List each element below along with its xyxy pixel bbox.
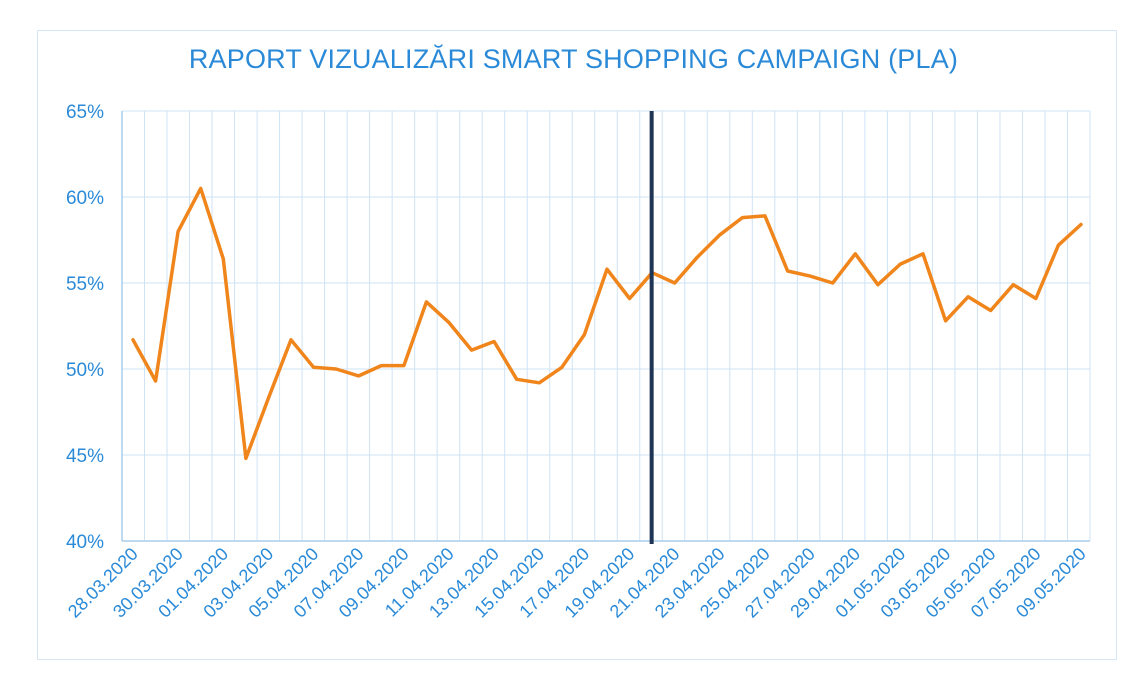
data-point — [199, 187, 202, 190]
data-point — [989, 309, 992, 312]
grid-layer — [121, 110, 1091, 542]
data-point — [334, 367, 338, 371]
data-point — [876, 283, 880, 286]
data-point — [515, 378, 518, 381]
data-point — [763, 214, 767, 218]
data-point — [312, 366, 315, 369]
axis-layer — [121, 111, 1090, 542]
data-point — [1012, 283, 1015, 286]
data-point — [244, 457, 248, 460]
data-point — [944, 319, 947, 323]
data-point — [131, 338, 135, 341]
chart-title: RAPORT VIZUALIZĂRI SMART SHOPPING CAMPAI… — [188, 44, 959, 74]
data-point — [605, 268, 609, 271]
data-point — [402, 364, 406, 367]
label-layer: 40%45%50%55%60%65%28.03.202030.03.202001… — [64, 102, 1090, 622]
data-point — [538, 381, 541, 384]
data-point — [222, 257, 225, 261]
y-tick-label: 55% — [66, 274, 104, 295]
data-point — [492, 340, 496, 343]
data-point — [696, 256, 699, 259]
data-point — [899, 262, 902, 266]
data-point — [921, 252, 925, 255]
data-point — [1079, 223, 1083, 226]
y-tick-label: 65% — [66, 102, 104, 123]
data-point — [583, 333, 586, 336]
y-tick-label: 60% — [66, 188, 104, 209]
data-point — [289, 338, 293, 341]
data-point — [808, 274, 812, 278]
data-point — [154, 379, 157, 383]
data-point — [1057, 243, 1060, 247]
data-point — [854, 252, 857, 255]
series-line — [131, 186, 1083, 461]
data-point — [628, 297, 631, 300]
data-point — [741, 216, 744, 219]
data-point — [560, 366, 564, 369]
data-point — [831, 281, 834, 285]
data-point — [380, 364, 383, 367]
data-point — [966, 295, 970, 298]
data-point — [786, 269, 789, 273]
y-tick-label: 45% — [66, 446, 104, 467]
data-point — [447, 321, 451, 324]
data-point — [470, 348, 473, 352]
data-point — [267, 397, 270, 400]
data-point — [1034, 297, 1038, 300]
y-tick-label: 40% — [66, 532, 104, 553]
data-point — [425, 300, 428, 304]
data-point — [673, 281, 676, 285]
data-point — [718, 233, 722, 237]
y-tick-label: 50% — [66, 360, 104, 381]
data-point — [357, 374, 360, 378]
series-layer — [131, 186, 1083, 461]
data-point — [176, 230, 180, 233]
